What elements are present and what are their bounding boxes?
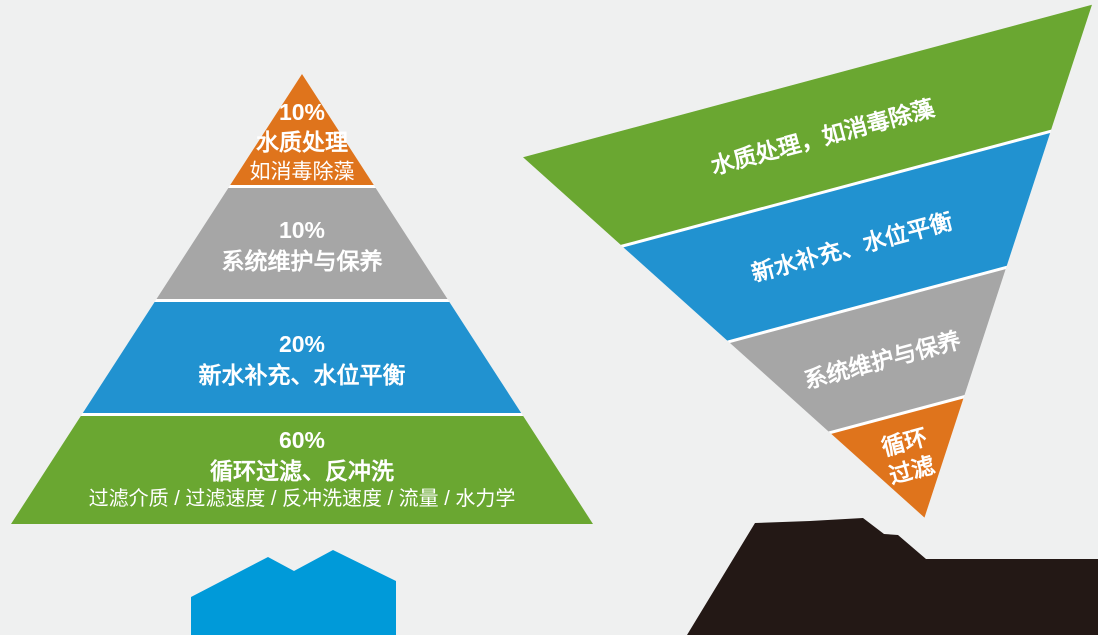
bottom-left-blue-logo-shape xyxy=(191,550,396,635)
pyramid-circulation-subtitle: 过滤介质 / 过滤速度 / 反冲洗速度 / 流量 / 水力学 xyxy=(89,487,516,510)
funnel-layer-water-treatment xyxy=(523,4,1092,245)
pyramid-water-refill-percent: 20% xyxy=(279,331,325,357)
bottom-right-dark-silhouette-shape xyxy=(687,518,1098,635)
pyramid-layer-water-treatment xyxy=(230,74,374,185)
pyramid-layer-water-refill xyxy=(82,302,522,413)
right-inverted-funnel: 水质处理，如消毒除藻 新水补充、水位平衡 系统维护与保养 循环 过滤 xyxy=(523,4,1092,518)
pyramid-system-maintenance-title: 系统维护与保养 xyxy=(222,248,383,274)
pyramid-layer-circulation-filtration xyxy=(11,416,593,524)
pyramid-water-treatment-subtitle: 如消毒除藻 xyxy=(250,161,355,184)
pyramid-circulation-title: 循环过滤、反冲洗 xyxy=(210,458,394,484)
pyramid-water-treatment-title: 水质处理 xyxy=(256,129,348,155)
left-pyramid: 10% 水质处理 如消毒除藻 10% 系统维护与保养 20% 新水补充、水位平衡… xyxy=(11,74,593,524)
pyramid-layer-system-maintenance xyxy=(156,188,448,299)
funnel-layer-system-maintenance xyxy=(729,269,1006,432)
funnel-layer-circulation-filtration xyxy=(831,398,964,518)
pyramid-water-refill-title: 新水补充、水位平衡 xyxy=(199,362,406,388)
pyramid-circulation-percent: 60% xyxy=(279,427,325,453)
pyramid-water-treatment-percent: 10% xyxy=(279,99,325,125)
pyramid-system-maintenance-percent: 10% xyxy=(279,217,325,243)
funnel-layer-water-refill xyxy=(623,132,1051,341)
